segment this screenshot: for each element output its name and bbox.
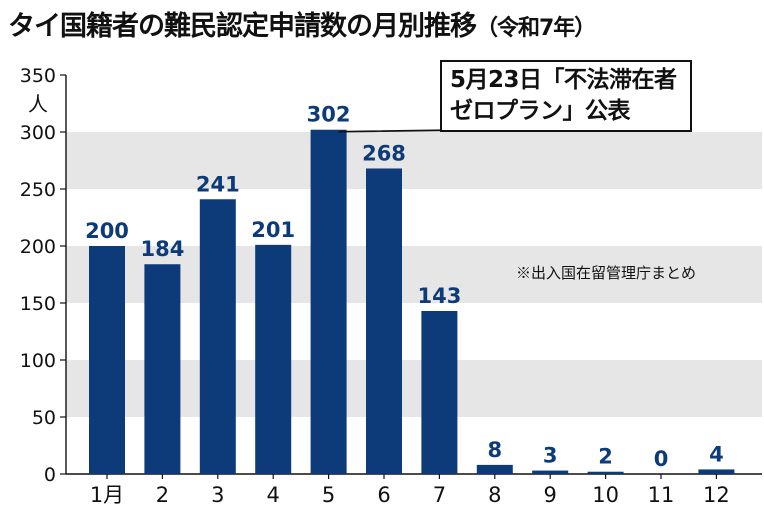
data-label-8: 8 (487, 438, 502, 462)
x-tick-label-9: 9 (544, 483, 557, 507)
annotation-box: 5月23日「不法滞在者 ゼロプラン」公表 (440, 60, 692, 132)
data-label-7: 143 (417, 284, 461, 308)
x-tick-label-6: 6 (377, 483, 390, 507)
grid-band (66, 246, 762, 303)
x-tick-label-5: 5 (322, 483, 335, 507)
bar-7 (421, 310, 458, 474)
y-tick-label: 150 (20, 293, 56, 315)
x-tick-label-1: 1月 (90, 483, 124, 507)
y-tick-label: 350 (20, 65, 56, 87)
data-label-10: 2 (598, 445, 613, 469)
x-tick-label-3: 3 (211, 483, 224, 507)
data-label-2: 184 (140, 237, 184, 261)
y-tick-label: 50 (32, 407, 56, 429)
x-tick-label-10: 10 (592, 483, 619, 507)
data-label-5: 302 (307, 103, 351, 127)
x-tick-label-12: 12 (703, 483, 730, 507)
x-tick-label-4: 4 (267, 483, 280, 507)
bar-4 (255, 244, 292, 474)
bar-8 (476, 464, 513, 474)
data-label-9: 3 (543, 444, 558, 468)
data-label-12: 4 (709, 442, 724, 466)
y-tick-label: 0 (44, 464, 56, 486)
chart-title: タイ国籍者の難民認定申請数の月別推移（令和7年） (8, 4, 596, 43)
bar-1 (89, 246, 125, 474)
bar-12 (698, 469, 735, 474)
x-tick-label-8: 8 (488, 483, 501, 507)
grid-band (66, 360, 762, 417)
y-tick-label: 200 (20, 236, 56, 258)
bar-10 (587, 471, 624, 474)
bar-3 (199, 199, 236, 474)
x-tick-label-7: 7 (433, 483, 446, 507)
y-tick-label: 100 (20, 350, 56, 372)
grid-band (66, 132, 762, 189)
title-main: タイ国籍者の難民認定申請数の月別推移 (8, 11, 477, 42)
x-tick-label-11: 11 (648, 483, 675, 507)
y-tick-label: 300 (20, 122, 56, 144)
y-axis-unit: 人 (28, 92, 48, 116)
annotation-line-1: 5月23日「不法滞在者 (450, 67, 677, 93)
bar-9 (532, 470, 569, 474)
bar-5 (310, 129, 347, 474)
bar-6 (366, 168, 402, 475)
data-label-1: 200 (85, 219, 129, 243)
x-tick-label-2: 2 (156, 483, 169, 507)
annotation-line-2: ゼロプラン」公表 (450, 98, 631, 124)
source-note: ※出入国在留管理庁まとめ (516, 264, 697, 282)
data-label-6: 268 (362, 141, 406, 165)
data-label-3: 241 (196, 172, 240, 196)
title-subtitle: （令和7年） (476, 16, 596, 41)
bar-2 (144, 264, 181, 474)
data-label-11: 0 (654, 447, 669, 471)
y-tick-label: 250 (20, 179, 56, 201)
data-label-4: 201 (251, 218, 295, 242)
